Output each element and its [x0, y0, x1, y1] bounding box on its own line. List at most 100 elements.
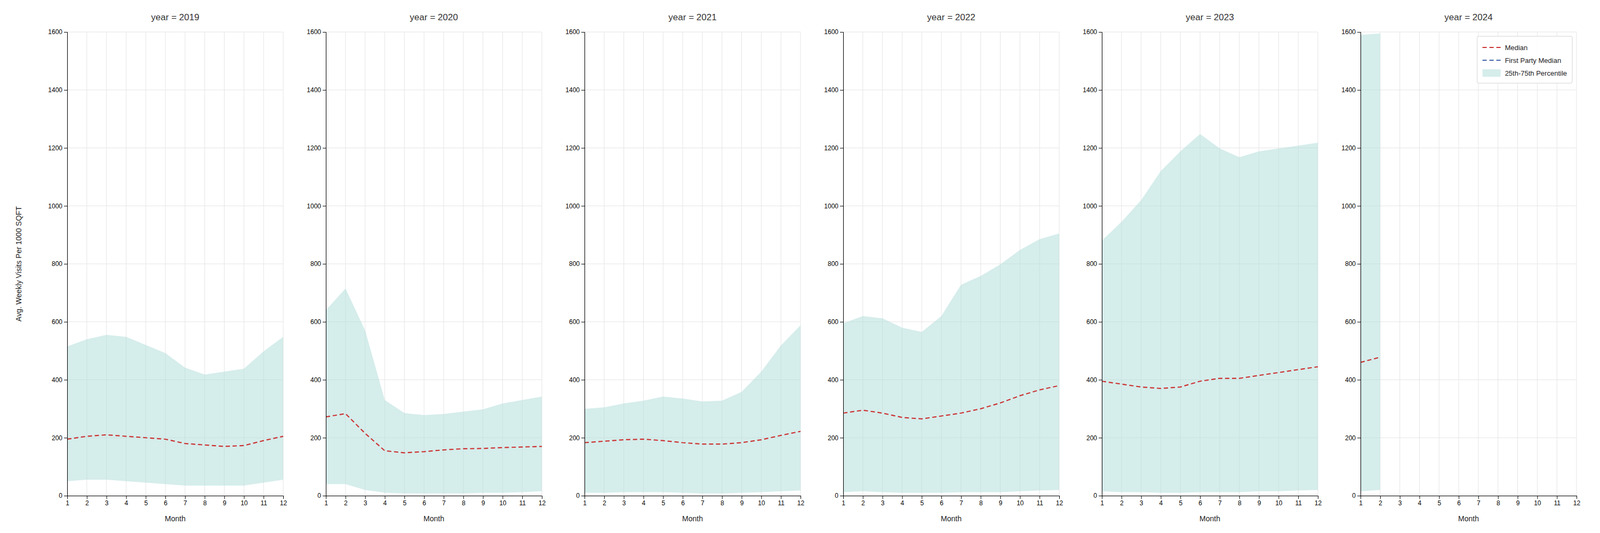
tick-label: 6	[422, 499, 427, 508]
x-tick: 12	[280, 496, 288, 508]
legend-label: First Party Median	[1505, 56, 1562, 65]
tick-label: 1400	[306, 86, 322, 94]
tick-label: 800	[310, 260, 322, 268]
tick-label: 1000	[1341, 202, 1356, 211]
x-tick: 2	[1120, 496, 1124, 508]
grid-line	[67, 321, 284, 323]
tick-mark	[1438, 496, 1440, 500]
y-tick: 1200	[565, 144, 585, 152]
tick-mark	[263, 496, 264, 500]
x-tick: 8	[979, 496, 983, 508]
median-line	[584, 431, 801, 445]
tick-mark	[1419, 496, 1420, 500]
legend-item: 25th-75th Percentile	[1482, 69, 1567, 78]
tick-mark	[64, 496, 68, 497]
tick-label: 200	[1086, 434, 1098, 443]
x-axis: 123456789101112	[1100, 496, 1322, 508]
x-tick: 4	[383, 496, 388, 508]
tick-label: 9	[481, 499, 486, 508]
grid-line	[584, 321, 801, 323]
grid-line	[1360, 379, 1577, 381]
tick-label: 7	[959, 499, 964, 508]
x-tick: 9	[222, 496, 227, 508]
x-tick: 3	[1139, 496, 1144, 508]
tick-mark	[522, 496, 523, 500]
y-tick: 1600	[824, 28, 844, 36]
panel: 1234567891011120200400600800100012001400…	[306, 12, 546, 524]
plot-area	[325, 288, 542, 494]
percentile-band	[325, 288, 542, 494]
tick-label: 11	[260, 499, 268, 508]
percentile-band	[1360, 33, 1381, 492]
tick-mark	[64, 148, 68, 149]
tick-label: 12	[280, 499, 288, 508]
grid-line	[325, 147, 542, 149]
tick-label: 1200	[1082, 144, 1098, 152]
tick-mark	[1357, 437, 1361, 439]
y-axis: 02004006008001000120014001600	[824, 28, 844, 500]
tick-label: 4	[124, 499, 129, 508]
x-tick: 3	[881, 496, 885, 508]
panel: 1234567891011120200400600800100012001400…	[14, 12, 287, 524]
tick-mark	[404, 496, 405, 500]
x-tick: 2	[602, 496, 607, 508]
tick-label: 5	[1437, 499, 1442, 508]
tick-mark	[1278, 496, 1279, 500]
x-tick: 6	[681, 496, 685, 508]
y-tick: 1200	[1082, 144, 1102, 152]
tick-label: 7	[1476, 499, 1481, 508]
x-tick: 6	[1457, 496, 1461, 508]
tick-label: 11	[518, 499, 526, 508]
tick-mark	[800, 496, 802, 500]
tick-mark	[581, 437, 585, 439]
y-tick: 1200	[48, 144, 68, 152]
tick-label: 6	[939, 499, 944, 508]
x-tick: 9	[481, 496, 486, 508]
tick-label: 1	[582, 499, 587, 508]
tick-mark	[1556, 496, 1558, 500]
plot-area	[843, 233, 1060, 494]
x-axis: 123456789101112	[841, 496, 1063, 508]
x-tick: 6	[1198, 496, 1203, 508]
tick-label: 12	[1314, 499, 1323, 508]
legend-label: 25th-75th Percentile	[1505, 69, 1567, 78]
grid	[1360, 32, 1577, 496]
tick-mark	[722, 496, 723, 500]
y-tick: 1600	[565, 28, 585, 36]
tick-label: 8	[720, 499, 725, 508]
tick-label: 3	[1398, 499, 1403, 508]
tick-mark	[780, 496, 782, 500]
tick-mark	[424, 496, 425, 500]
tick-label: 800	[51, 260, 63, 268]
tick-mark	[1357, 32, 1361, 33]
y-axis: 02004006008001000120014001600	[1082, 28, 1102, 500]
tick-label: 600	[51, 318, 63, 326]
y-tick: 600	[1345, 318, 1361, 326]
tick-label: 600	[1345, 318, 1356, 326]
tick-label: 800	[569, 260, 580, 268]
tick-mark	[581, 205, 585, 207]
tick-mark	[662, 496, 664, 500]
x-tick: 10	[1275, 496, 1283, 508]
y-tick: 400	[827, 376, 844, 384]
tick-mark	[741, 496, 743, 500]
x-tick: 1	[1100, 496, 1104, 508]
plot-area	[67, 334, 284, 486]
y-tick: 800	[569, 260, 585, 268]
tick-mark	[682, 496, 684, 500]
y-tick: 400	[1086, 376, 1102, 384]
tick-label: 7	[1218, 499, 1222, 508]
y-tick: 1200	[1341, 144, 1361, 152]
tick-label: 1200	[1341, 144, 1356, 152]
tick-label: 1400	[824, 86, 839, 94]
grid-line	[1101, 32, 1318, 33]
tick-mark	[1219, 496, 1221, 500]
tick-mark	[1098, 148, 1102, 149]
tick-label: 1200	[306, 144, 322, 152]
y-tick: 200	[827, 434, 844, 443]
grid-line	[584, 205, 801, 207]
y-tick: 800	[827, 260, 844, 268]
y-tick: 1000	[565, 202, 585, 211]
tick-label: 2	[85, 499, 90, 508]
tick-label: 400	[1086, 376, 1098, 384]
